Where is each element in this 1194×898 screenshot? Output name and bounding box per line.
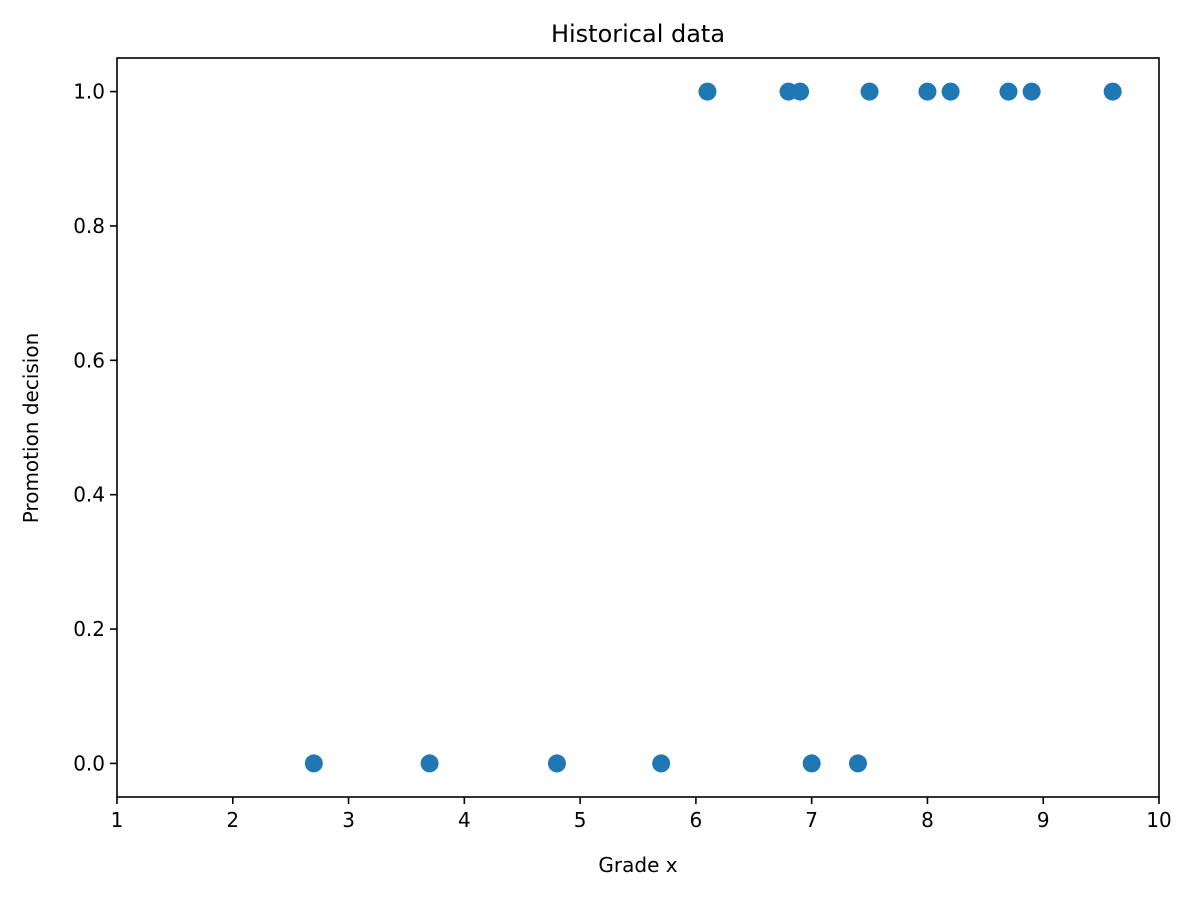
x-tick-label: 9 <box>1037 808 1050 832</box>
y-tick-label: 0.0 <box>73 751 105 775</box>
x-tick-label: 4 <box>458 808 471 832</box>
x-tick-label: 10 <box>1146 808 1171 832</box>
scatter-point <box>304 754 323 773</box>
scatter-point <box>999 82 1018 101</box>
y-tick-label: 0.8 <box>73 214 105 238</box>
scatter-point <box>1022 82 1041 101</box>
scatter-point <box>547 754 566 773</box>
y-axis-ticks: 0.0 0.2 0.4 0.6 0.8 1.0 <box>73 80 117 775</box>
y-tick-label: 0.2 <box>73 617 105 641</box>
x-tick-label: 8 <box>921 808 934 832</box>
y-tick-label: 1.0 <box>73 80 105 104</box>
scatter-point <box>802 754 821 773</box>
scatter-point <box>918 82 937 101</box>
y-tick-label: 0.6 <box>73 348 105 372</box>
data-points <box>304 82 1122 773</box>
scatter-point <box>1103 82 1122 101</box>
x-axis-title: Grade x <box>598 853 677 877</box>
scatter-point <box>420 754 439 773</box>
scatter-point <box>860 82 879 101</box>
x-tick-label: 3 <box>342 808 355 832</box>
plot-frame <box>116 57 1160 798</box>
x-axis-ticks: 1 2 3 4 5 6 7 8 9 10 <box>111 797 1172 832</box>
scatter-point <box>652 754 671 773</box>
scatter-point <box>698 82 717 101</box>
chart-title: Historical data <box>551 20 725 48</box>
x-tick-label: 2 <box>226 808 239 832</box>
y-tick-label: 0.4 <box>73 483 105 507</box>
scatter-point <box>848 754 867 773</box>
x-tick-label: 6 <box>690 808 703 832</box>
x-tick-label: 7 <box>805 808 818 832</box>
x-tick-label: 1 <box>111 808 124 832</box>
scatter-point <box>941 82 960 101</box>
scatter-point <box>791 82 810 101</box>
x-tick-label: 5 <box>574 808 587 832</box>
y-axis-title: Promotion decision <box>19 333 43 524</box>
